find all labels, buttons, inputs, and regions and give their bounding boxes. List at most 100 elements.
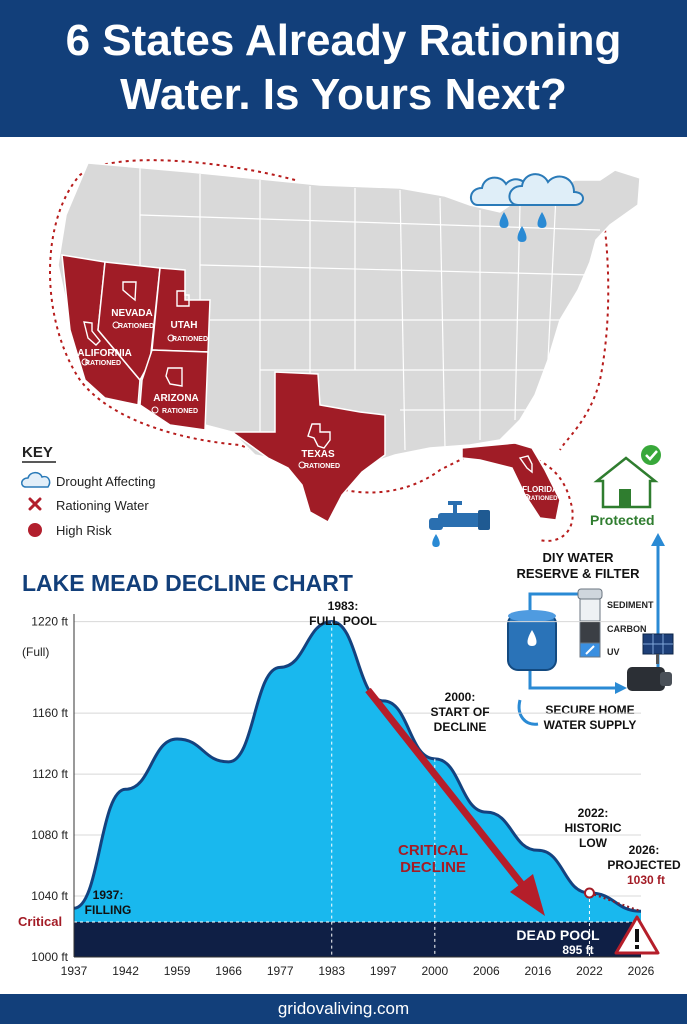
secure-line2: WATER SUPPLY (544, 718, 637, 732)
projected-point-marker (583, 887, 595, 899)
state-status-california: RATIONED (85, 360, 121, 367)
annot-proj-value: 1030 ft (627, 873, 665, 887)
filter-label-carbon: CARBON (607, 624, 647, 634)
map-key: KEY Drought Affecting Rationing Water Hi… (21, 444, 156, 538)
x-tick-label-1997: 1997 (370, 964, 397, 978)
us-map: NEVADA RATIONED UTAH RATIONED CALIFORNIA… (49, 159, 641, 547)
state-status-florida: RATIONED (527, 496, 559, 502)
filter-stack-icon (577, 588, 603, 658)
dead-pool-value: 895 ft (562, 943, 593, 957)
water-drop-icons (499, 212, 547, 242)
state-label-arizona: ARIZONA (153, 393, 199, 404)
x-tick-label-2016: 2016 (525, 964, 552, 978)
area-series-line (73, 620, 642, 913)
dead-pool-label: DEAD POOL (516, 927, 600, 943)
arrow-label-line2: DECLINE (400, 859, 466, 876)
area-series-fill (74, 621, 641, 922)
key-item-drought: Drought Affecting (56, 474, 156, 489)
x-tick-label-2022: 2022 (576, 964, 603, 978)
annot-start-text: START OF (430, 705, 489, 719)
header-banner: 6 States Already Rationing Water. Is You… (0, 0, 687, 137)
red-dot-icon (28, 523, 42, 537)
state-status-nevada: RATIONED (118, 323, 154, 330)
y-top-sublabel: (Full) (22, 645, 49, 659)
chart-title: LAKE MEAD DECLINE CHART (22, 570, 353, 596)
projected-decline-line (589, 892, 642, 913)
x-tick-label-2006: 2006 (473, 964, 500, 978)
diy-title-line1: DIY WATER (542, 550, 614, 565)
annot-full-text: FULL POOL (309, 614, 377, 628)
drought-cloud-icon (470, 173, 584, 206)
map-dotted-outline (49, 159, 574, 542)
dead-pool-band (74, 921, 641, 957)
pipe-bottom (528, 668, 618, 690)
x-tick-label-2026: 2026 (628, 964, 655, 978)
key-item-rationing: Rationing Water (56, 498, 149, 513)
y-tick-label-1160: 1160 ft (32, 706, 68, 720)
x-tick-label-2000: 2000 (421, 964, 448, 978)
curved-arrow-icon (517, 699, 539, 726)
house-icon (593, 456, 659, 509)
filter-label-sediment: SEDIMENT (607, 600, 654, 610)
solar-panel-icon (642, 633, 674, 664)
key-title: KEY (22, 444, 53, 461)
state-texas (229, 371, 386, 524)
protected-house: Protected (590, 445, 661, 528)
state-arizona (139, 349, 209, 431)
state-label-california: CALIFORNIA (70, 348, 132, 359)
pump-icon (627, 667, 672, 691)
warning-triangle-icon (614, 915, 660, 955)
x-mark-icon (28, 497, 42, 511)
diy-system: DIY WATER RESERVE & FILTER SEDIMENT CARB… (507, 533, 674, 732)
rationed-states (61, 254, 561, 524)
annot-proj-text: PROJECTED (607, 858, 681, 872)
florida-outline-icon (518, 455, 533, 474)
page-title: 6 States Already Rationing Water. Is You… (65, 16, 622, 119)
annotation-year-lines (331, 621, 590, 957)
x-tick-label-1977: 1977 (267, 964, 294, 978)
annot-low-year: 2022: (578, 806, 609, 820)
x-tick-label-1966: 1966 (215, 964, 242, 978)
y-tick-label-1120: 1120 ft (32, 767, 68, 781)
x-tick-label-1983: 1983 (318, 964, 345, 978)
state-label-texas: TEXAS (301, 449, 335, 460)
key-item-high-risk: High Risk (56, 523, 112, 538)
filter-label-uv: UV (607, 647, 620, 657)
critical-label: Critical (18, 914, 62, 929)
annot-start-year: 2000: (445, 690, 476, 704)
annot-start-text2: DECLINE (434, 720, 487, 734)
state-label-utah: UTAH (170, 320, 197, 331)
x-tick-label-1937: 1937 (61, 964, 88, 978)
state-florida (461, 442, 561, 521)
texas-outline-icon (307, 423, 331, 449)
faucet-icon (429, 501, 490, 547)
map-dotted-outline-right (559, 194, 610, 451)
utah-outline-icon (176, 290, 190, 307)
protected-label: Protected (590, 512, 655, 528)
arrow-label-line1: CRITICAL (398, 842, 468, 859)
secure-line1: SECURE HOME (545, 703, 634, 717)
footer-url: gridovaliving.com (0, 994, 687, 1024)
state-label-florida: FLORIDA (522, 485, 558, 494)
diy-title-line2: RESERVE & FILTER (516, 566, 640, 581)
y-axis-ticks: 1000 ft 1040 ft 1080 ft 1120 ft 1160 ft 1220 … (31, 615, 68, 964)
rationed-badge-icons (81, 321, 530, 500)
y-tick-label-1220: 1220 ft (31, 615, 68, 629)
infographic-canvas: NEVADA RATIONED UTAH RATIONED CALIFORNIA… (8, 159, 681, 978)
state-status-arizona: RATIONED (162, 408, 198, 415)
x-tick-label-1942: 1942 (112, 964, 139, 978)
annot-filling-text: FILLING (85, 903, 132, 917)
cloud-icon (21, 471, 51, 488)
x-tick-label-1959: 1959 (164, 964, 191, 978)
y-tick-label-1000: 1000 ft (31, 950, 68, 964)
check-badge-icon (641, 445, 661, 465)
state-status-texas: RATIONED (304, 463, 340, 470)
annot-proj-year: 2026: (629, 843, 660, 857)
nevada-outline-icon (122, 281, 137, 302)
y-tick-label-1040: 1040 ft (31, 889, 68, 903)
x-axis-ticks: 1937 1942 1959 1966 1977 1983 1997 2000 2006 2016… (61, 964, 655, 978)
state-status-utah: RATIONED (172, 336, 208, 343)
annot-filling-year: 1937: (93, 888, 124, 902)
y-tick-label-1080: 1080 ft (31, 828, 68, 842)
